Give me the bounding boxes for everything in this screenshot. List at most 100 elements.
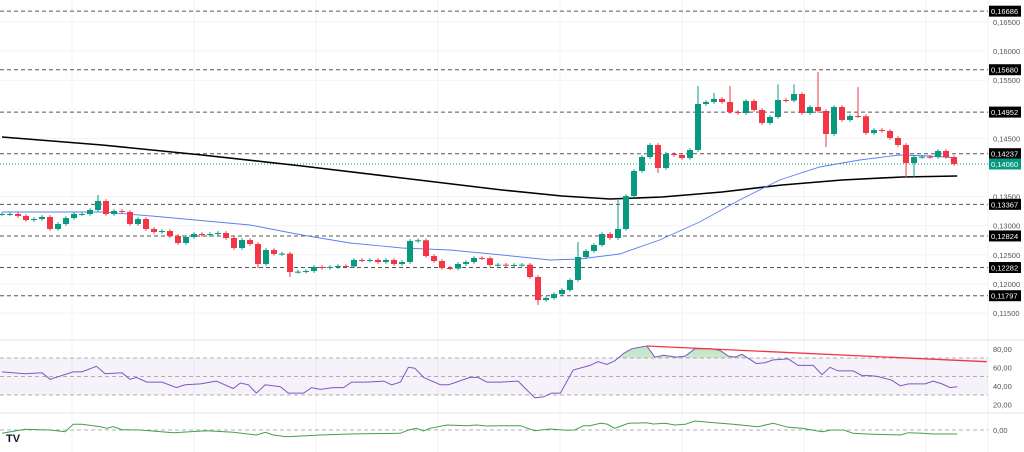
candle (359, 258, 365, 263)
candle-body (823, 110, 829, 134)
candle-body (583, 251, 589, 258)
level-label: 0,15680 (989, 64, 1021, 76)
candle (607, 232, 613, 240)
candle-body (63, 218, 69, 225)
candle (519, 262, 525, 267)
candle-body (391, 259, 397, 264)
rsi-tick-label: 20,00 (993, 400, 1012, 409)
candle-body (631, 170, 637, 197)
candle (551, 292, 557, 300)
candle (839, 105, 845, 122)
candle (247, 238, 253, 246)
candle-body (231, 237, 237, 248)
candle (895, 136, 901, 147)
candle-body (183, 236, 189, 243)
candle-body (663, 153, 669, 169)
candle (407, 239, 413, 264)
rsi-overbought-fill (2, 346, 958, 358)
level-label: 0,13367 (989, 198, 1021, 210)
level-label-text: 0,14237 (991, 150, 1018, 159)
candle (919, 154, 925, 159)
candle-body (111, 210, 117, 215)
price-axis[interactable]: 0,16500 0,16000 0,15500 0,14500 0,13500 0,130… (989, 5, 1021, 435)
candle-body (775, 99, 781, 117)
candle-body (247, 240, 253, 244)
level-label-box (989, 290, 1021, 302)
candle-body (759, 109, 765, 123)
candle-body (271, 250, 277, 254)
candle (711, 93, 717, 104)
candle (39, 215, 45, 221)
tradingview-logo[interactable]: TV (6, 433, 21, 445)
candle (703, 100, 709, 106)
price-pane[interactable] (0, 10, 988, 306)
candle (815, 72, 821, 113)
rsi-pane[interactable] (0, 345, 988, 399)
candle (159, 229, 165, 234)
candle-body (695, 104, 701, 150)
candle (735, 110, 741, 115)
candle (639, 155, 645, 173)
candle-body (447, 268, 453, 270)
candle-body (871, 130, 877, 133)
candle (375, 258, 381, 264)
last-price-text: 0,14060 (991, 160, 1018, 169)
candle-body (239, 240, 245, 248)
candle-body (199, 234, 205, 236)
candle-body (15, 214, 21, 216)
candle (231, 236, 237, 250)
candle (527, 262, 533, 279)
oscillator-pane[interactable] (0, 420, 988, 438)
candle-body (71, 214, 77, 219)
level-label-text: 0,13367 (991, 200, 1018, 209)
candle-body (455, 263, 461, 269)
candle-body (895, 137, 901, 145)
rsi-tick-label: 60,00 (993, 363, 1012, 372)
level-label: 0,14237 (989, 148, 1021, 160)
oscillator-tick-label: 0,00 (993, 426, 1008, 435)
candle-body (607, 234, 613, 238)
candle-body (831, 106, 837, 134)
candle (119, 209, 125, 214)
candle (175, 234, 181, 245)
candle (223, 231, 229, 240)
last-price-box (989, 158, 1021, 170)
candle (343, 264, 349, 269)
candle-body (423, 240, 429, 257)
candle (503, 262, 509, 268)
candle (879, 128, 885, 133)
candle (671, 152, 677, 157)
candle-body (95, 201, 101, 210)
level-label-box (989, 106, 1021, 118)
candle-body (39, 216, 45, 220)
candle-body (263, 250, 269, 264)
level-label-text: 0,14952 (991, 108, 1018, 117)
candle-body (335, 265, 341, 268)
candle (743, 99, 749, 115)
candle-body (919, 156, 925, 158)
candle-body (399, 262, 405, 264)
level-label-box (989, 198, 1021, 210)
candle-body (143, 219, 149, 230)
candle-body (151, 229, 157, 232)
candle-body (255, 243, 261, 264)
price-tick-label: 0,16000 (993, 47, 1020, 56)
candle-body (839, 106, 845, 121)
candle (759, 108, 765, 125)
candle-body (639, 157, 645, 171)
candle-body (623, 196, 629, 230)
candle (423, 238, 429, 258)
candle (31, 217, 37, 222)
candle-body (647, 144, 653, 158)
candle-body (903, 144, 909, 164)
level-label-box (989, 261, 1021, 273)
level-label-box (989, 64, 1021, 76)
candle-body (847, 115, 853, 121)
level-label: 0,14952 (989, 106, 1021, 118)
candle (471, 256, 477, 264)
candle (487, 256, 493, 267)
candle-body (791, 93, 797, 101)
candle-body (527, 264, 533, 278)
